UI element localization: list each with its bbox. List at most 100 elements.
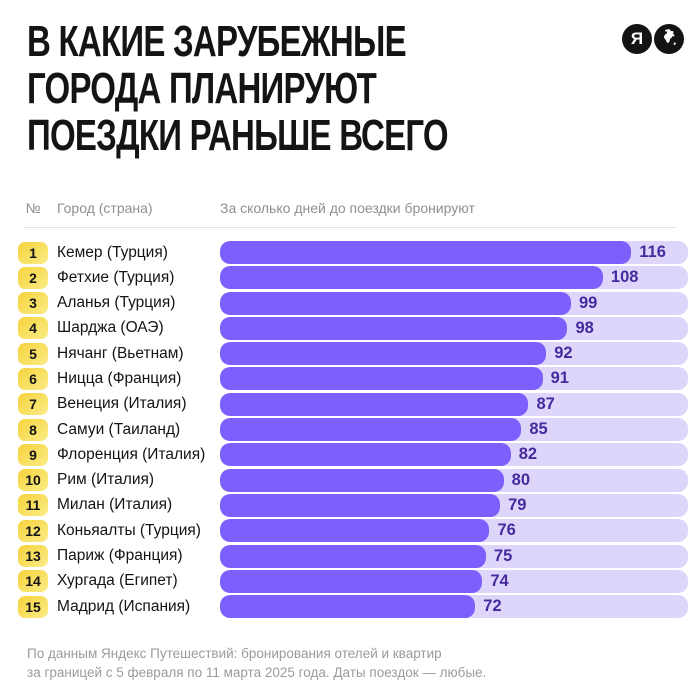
bar-track: 72 [220, 595, 688, 619]
bar-track: 79 [220, 493, 688, 517]
table-row: 14 Хургада (Египет) 74 [18, 569, 688, 593]
table-row: 7 Венеция (Италия) 87 [18, 392, 688, 416]
city-label: Шарджа (ОАЭ) [57, 319, 164, 337]
table-row: 9 Флоренция (Италия) 82 [18, 443, 688, 467]
rank-badge: 7 [18, 393, 48, 416]
rank-badge: 14 [18, 570, 48, 593]
rank-badge: 4 [18, 317, 48, 340]
table-row: 3 Аланья (Турция) 99 [18, 291, 688, 315]
header-value: За сколько дней до поездки бронируют [220, 200, 475, 216]
bar-fill [220, 241, 632, 264]
table-row: 1 Кемер (Турция) 116 [18, 241, 688, 264]
bar-fill [220, 367, 543, 391]
bar-fill [220, 595, 476, 619]
city-label: Кемер (Турция) [57, 243, 168, 261]
bar-fill [220, 392, 529, 416]
bar-fill [220, 493, 501, 517]
bar-value: 80 [511, 470, 530, 489]
bar-value: 98 [575, 318, 594, 337]
bar-track: 74 [220, 569, 688, 593]
city-label: Мадрид (Испания) [57, 597, 191, 615]
bar-track: 91 [220, 367, 688, 391]
bar-value: 79 [508, 495, 527, 514]
bar-value: 82 [518, 445, 538, 464]
page-title-line-1: В КАКИЕ ЗАРУБЕЖНЫЕ [27, 17, 407, 66]
bar-fill [220, 418, 522, 442]
bar-fill [220, 443, 511, 467]
city-label: Венеция (Италия) [57, 395, 187, 413]
table-row: 12 Коньяалты (Турция) 76 [18, 519, 688, 543]
footer-line-1: По данным Яндекс Путешествий: бронирован… [27, 646, 442, 661]
rank-badge: 2 [18, 266, 48, 289]
bar-value: 75 [493, 546, 513, 565]
bar-fill [220, 569, 483, 593]
table-row: 4 Шарджа (ОАЭ) 98 [18, 316, 688, 340]
city-label: Рим (Италия) [57, 471, 155, 489]
rank-badge: 10 [18, 469, 48, 492]
rank-badge: 8 [18, 418, 48, 441]
rank-badge: 1 [18, 241, 48, 264]
header-divider [24, 227, 676, 228]
bar-track: 98 [220, 316, 688, 340]
city-label: Аланья (Турция) [57, 294, 176, 312]
bar-track: 75 [220, 544, 688, 568]
bar-value: 74 [490, 571, 509, 590]
table-row: 10 Рим (Италия) 80 [18, 468, 688, 492]
bar-fill [220, 342, 547, 366]
yandex-logo: Я [622, 24, 684, 54]
city-label: Милан (Италия) [57, 496, 173, 514]
bar-track: 108 [220, 266, 688, 290]
footer-note: По данным Яндекс Путешествий: бронирован… [27, 644, 486, 682]
table-row: 13 Париж (Франция) 75 [18, 544, 688, 568]
city-label: Париж (Франция) [57, 547, 183, 565]
page-title: В КАКИЕ ЗАРУБЕЖНЫЕ ГОРОДА ПЛАНИРУЮТ ПОЕЗ… [27, 17, 449, 160]
globe-icon [654, 24, 684, 54]
rank-badge: 9 [18, 443, 48, 466]
bar-value: 92 [554, 344, 573, 363]
rank-badge: 13 [18, 545, 48, 568]
rank-badge: 12 [18, 519, 48, 542]
table-row: 5 Нячанг (Вьетнам) 92 [18, 342, 688, 366]
yandex-letter: Я [630, 29, 644, 48]
bar-value: 76 [497, 521, 516, 540]
city-label: Нячанг (Вьетнам) [57, 344, 184, 362]
bar-track: 82 [220, 443, 688, 467]
rank-badge: 6 [18, 367, 48, 390]
header-rank: № [25, 200, 41, 216]
rank-badge: 3 [18, 292, 48, 315]
city-label: Самуи (Таиланд) [57, 420, 181, 438]
rank-badge: 11 [18, 494, 48, 517]
table-row: 2 Фетхие (Турция) 108 [18, 266, 688, 290]
bar-value: 116 [639, 243, 666, 261]
table-row: 8 Самуи (Таиланд) 85 [18, 418, 688, 442]
table-row: 11 Милан (Италия) 79 [18, 493, 688, 517]
bar-value: 87 [536, 394, 555, 413]
city-label: Коньяалты (Турция) [57, 521, 201, 539]
page-title-line-2: ГОРОДА ПЛАНИРУЮТ [27, 64, 377, 113]
bar-value: 108 [610, 268, 639, 287]
bar-track: 80 [220, 468, 688, 492]
bar-track: 85 [220, 418, 688, 442]
bar-value: 99 [579, 293, 598, 312]
bar-value: 72 [483, 597, 502, 616]
bar-track: 76 [220, 519, 688, 543]
bar-fill [220, 316, 568, 340]
table-header: № Город (страна) За сколько дней до поез… [18, 200, 688, 216]
page-title-line-3: ПОЕЗДКИ РАНЬШЕ ВСЕГО [27, 111, 449, 160]
city-label: Ницца (Франция) [57, 369, 182, 387]
footer-line-2: за границей с 5 февраля по 11 марта 2025… [27, 665, 487, 680]
bar-fill [220, 519, 490, 543]
city-label: Хургада (Египет) [57, 572, 178, 590]
bar-fill [220, 266, 603, 290]
yandex-letter-icon: Я [622, 24, 652, 54]
bar-fill [220, 468, 504, 492]
bar-track: 87 [220, 392, 688, 416]
bar-track: 116 [220, 241, 688, 264]
rank-badge: 5 [18, 342, 48, 365]
bar-value: 85 [529, 420, 548, 439]
bar-fill [220, 291, 571, 315]
rank-badge: 15 [18, 595, 48, 618]
table-row: 15 Мадрид (Испания) 72 [18, 595, 688, 619]
city-label: Фетхие (Турция) [57, 268, 175, 286]
bar-track: 92 [220, 342, 688, 366]
